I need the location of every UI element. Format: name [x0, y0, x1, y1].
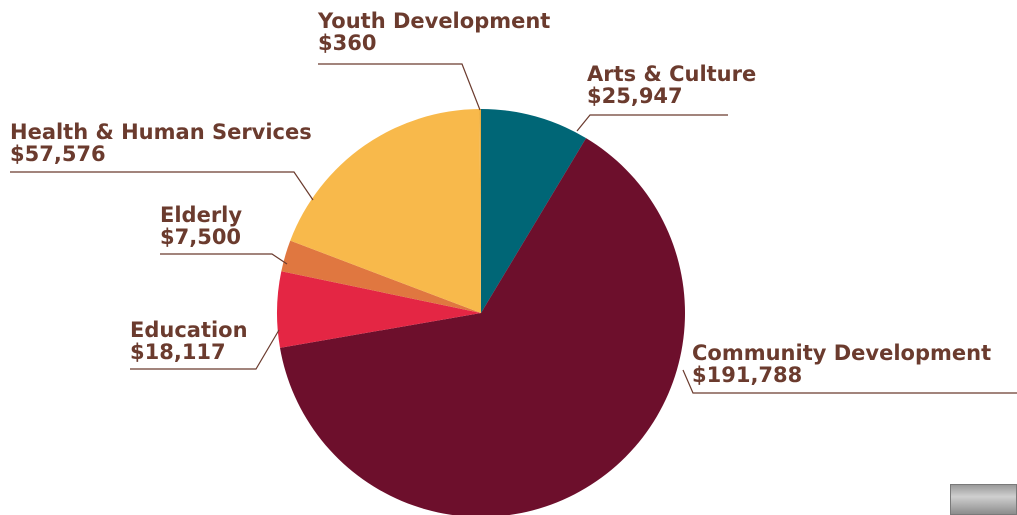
label-education: Education $18,117 — [130, 319, 248, 363]
label-name: Health & Human Services — [10, 120, 312, 144]
pie-slice-arts-culture — [481, 109, 587, 313]
label-arts-culture: Arts & Culture $25,947 — [587, 63, 756, 107]
label-name: Arts & Culture — [587, 62, 757, 86]
leader-line-youth-development — [318, 63, 481, 111]
label-value: $18,117 — [130, 340, 226, 364]
label-value: $25,947 — [587, 84, 683, 108]
leader-line-arts-culture — [576, 114, 728, 132]
label-youth-development: Youth Development $360 — [318, 10, 550, 54]
label-value: $57,576 — [10, 142, 106, 166]
label-value: $191,788 — [692, 363, 803, 387]
pie-slice-education — [277, 271, 481, 348]
pie-slice-elderly — [281, 240, 481, 313]
pie-slice-youth-development — [479, 109, 481, 313]
label-name: Education — [130, 318, 248, 342]
photo-thumbnail — [950, 484, 1017, 515]
label-name: Community Development — [692, 341, 992, 365]
label-health-human-services: Health & Human Services $57,576 — [10, 121, 312, 165]
leader-line-health-human-services — [10, 171, 314, 201]
label-name: Elderly — [160, 203, 243, 227]
label-community-development: Community Development $191,788 — [692, 342, 991, 386]
label-value: $7,500 — [160, 225, 242, 249]
label-elderly: Elderly $7,500 — [160, 204, 242, 248]
pie-slice-community-development — [280, 138, 685, 515]
pie-slice-health-human-services — [290, 109, 481, 313]
leader-line-community-development — [682, 369, 1017, 394]
leader-line-education — [130, 329, 280, 370]
label-value: $360 — [318, 31, 377, 55]
leader-line-elderly — [160, 253, 288, 265]
label-name: Youth Development — [318, 9, 551, 33]
